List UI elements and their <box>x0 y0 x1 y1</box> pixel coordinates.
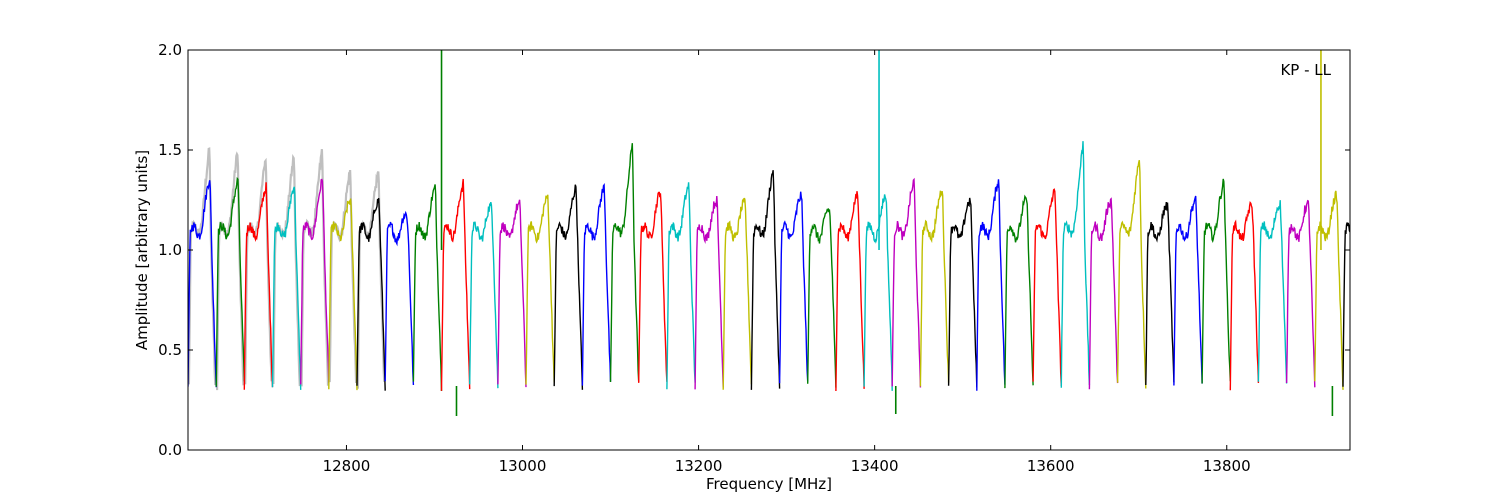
channel-trace <box>271 186 302 390</box>
x-tick-label: 13600 <box>1027 457 1075 475</box>
channel-trace <box>1173 195 1203 386</box>
y-tick-label: 2.0 <box>158 41 182 59</box>
channel-trace <box>1201 178 1231 384</box>
y-tick-label: 1.5 <box>158 141 182 159</box>
channel-trace <box>919 190 950 387</box>
channel-trace <box>1285 199 1316 388</box>
channel-trace <box>1257 200 1288 384</box>
channel-trace <box>497 199 527 388</box>
channel-trace <box>778 191 809 384</box>
x-tick-label: 13200 <box>675 457 723 475</box>
channel-trace <box>609 143 640 383</box>
channel-trace <box>356 198 386 391</box>
channel-trace <box>976 179 1006 391</box>
channel-trace <box>666 182 696 390</box>
channel-trace <box>188 180 217 388</box>
channel-trace <box>1229 201 1260 391</box>
channel-trace <box>243 182 274 390</box>
channel-trace <box>1314 190 1344 390</box>
plot-area <box>188 50 1350 416</box>
channel-trace <box>750 170 781 390</box>
channel-trace <box>863 194 893 391</box>
channel-trace <box>1145 201 1175 386</box>
channel-trace <box>469 201 499 389</box>
channel-trace <box>384 210 415 386</box>
channel-trace <box>1032 188 1062 387</box>
y-axis-ticks: 0.0 0.5 1.0 1.5 2.0 <box>158 41 1350 459</box>
channel-trace <box>1060 141 1091 388</box>
channel-trace <box>947 197 978 388</box>
y-axis-title: Amplitude [arbitrary units] <box>133 150 151 350</box>
channel-trace <box>638 191 668 383</box>
channel-trace <box>835 191 865 392</box>
channel-trace <box>553 184 584 390</box>
annotation-label: KP - LL <box>1280 61 1331 79</box>
channel-trace <box>440 178 471 391</box>
channel-trace <box>722 197 753 390</box>
y-tick-label: 0.0 <box>158 441 182 459</box>
channel-trace <box>525 194 555 385</box>
y-tick-label: 0.5 <box>158 341 182 359</box>
x-axis-ticks: 12800 13000 13200 13400 13600 13800 <box>323 50 1251 475</box>
x-tick-label: 13000 <box>499 457 547 475</box>
channel-trace <box>891 177 922 388</box>
x-tick-label: 12800 <box>323 457 371 475</box>
x-axis-title: Frequency [MHz] <box>706 475 832 493</box>
channel-trace <box>328 198 358 391</box>
channel-trace <box>807 208 837 388</box>
channel-trace <box>1088 197 1119 390</box>
channel-trace <box>300 178 330 385</box>
channel-trace <box>1116 160 1147 389</box>
channel-trace <box>412 184 443 392</box>
channel-trace <box>1004 194 1034 389</box>
channel-trace <box>215 176 245 387</box>
channel-trace <box>1342 222 1350 387</box>
y-tick-label: 1.0 <box>158 241 182 259</box>
x-tick-label: 13400 <box>851 457 899 475</box>
x-tick-label: 13800 <box>1203 457 1251 475</box>
channel-trace <box>694 195 724 390</box>
channel-trace <box>581 182 612 386</box>
channel-series <box>188 50 1350 416</box>
